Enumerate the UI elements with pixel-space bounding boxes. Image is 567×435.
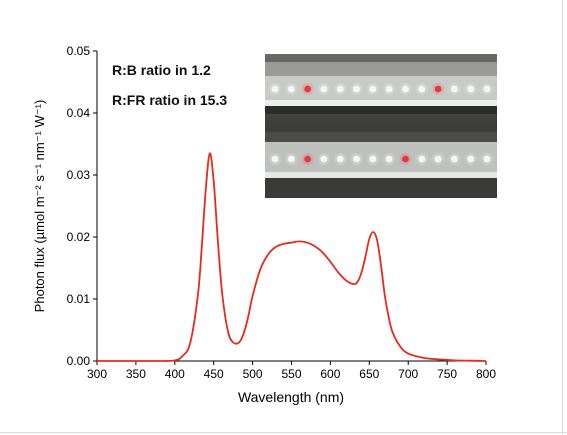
spectrum-line <box>97 152 487 362</box>
white-led <box>385 155 393 163</box>
white-led <box>353 155 360 163</box>
led-bar-photo <box>265 54 497 198</box>
x-tick-label: 350 <box>126 367 146 381</box>
led-row-bottom <box>268 152 494 166</box>
white-led <box>320 155 328 163</box>
y-tick-label: 0.03 <box>67 168 91 182</box>
y-tick-label: 0.05 <box>67 44 91 58</box>
white-led <box>369 155 377 163</box>
white-led <box>320 85 328 93</box>
white-led <box>483 85 491 93</box>
tick-layer: 300 350 400 450 500 550 600 650 700 750 800 0.00 0.0… <box>67 44 497 381</box>
x-tick-label: 300 <box>87 367 107 381</box>
white-led <box>467 155 474 163</box>
white-led <box>434 155 442 163</box>
red-led <box>304 155 311 163</box>
white-led <box>271 155 279 163</box>
white-led <box>483 155 491 163</box>
rfr-ratio-annotation: R:FR ratio in 15.3 <box>112 92 228 108</box>
x-tick-label: 800 <box>476 367 496 381</box>
x-tick-label: 700 <box>398 367 418 381</box>
y-axis-label: Photon flux (µmol m⁻² s⁻¹ nm⁻¹ W⁻¹) <box>32 100 47 313</box>
white-led <box>288 155 295 163</box>
red-led <box>434 85 442 93</box>
page-border-right <box>562 0 563 435</box>
white-led <box>451 155 458 163</box>
white-led <box>271 85 279 93</box>
y-tick-label: 0.04 <box>67 106 91 120</box>
white-led <box>451 85 458 93</box>
x-tick-label: 600 <box>320 367 340 381</box>
red-led <box>304 85 311 93</box>
rb-ratio-annotation: R:B ratio in 1.2 <box>112 62 211 78</box>
x-tick-label: 450 <box>204 367 224 381</box>
red-led <box>402 155 409 163</box>
x-tick-label: 550 <box>281 367 301 381</box>
white-led <box>288 85 295 93</box>
white-led <box>369 85 377 93</box>
x-tick-label: 650 <box>359 367 379 381</box>
x-tick-label: 400 <box>165 367 185 381</box>
x-axis-label: Wavelength (nm) <box>238 389 344 405</box>
series-layer <box>97 152 487 362</box>
y-tick-label: 0.01 <box>67 292 91 306</box>
white-led <box>467 85 474 93</box>
led-row-top <box>268 82 494 96</box>
white-led <box>353 85 360 93</box>
white-led <box>385 85 393 93</box>
x-tick-label: 750 <box>437 367 457 381</box>
white-led <box>336 155 344 163</box>
y-tick-label: 0.02 <box>67 230 91 244</box>
x-tick-label: 500 <box>243 367 263 381</box>
y-tick-label: 0.00 <box>67 354 91 368</box>
white-led <box>402 85 409 93</box>
white-led <box>418 85 426 93</box>
page-border-bottom <box>0 432 567 433</box>
white-led <box>336 85 344 93</box>
white-led <box>418 155 426 163</box>
